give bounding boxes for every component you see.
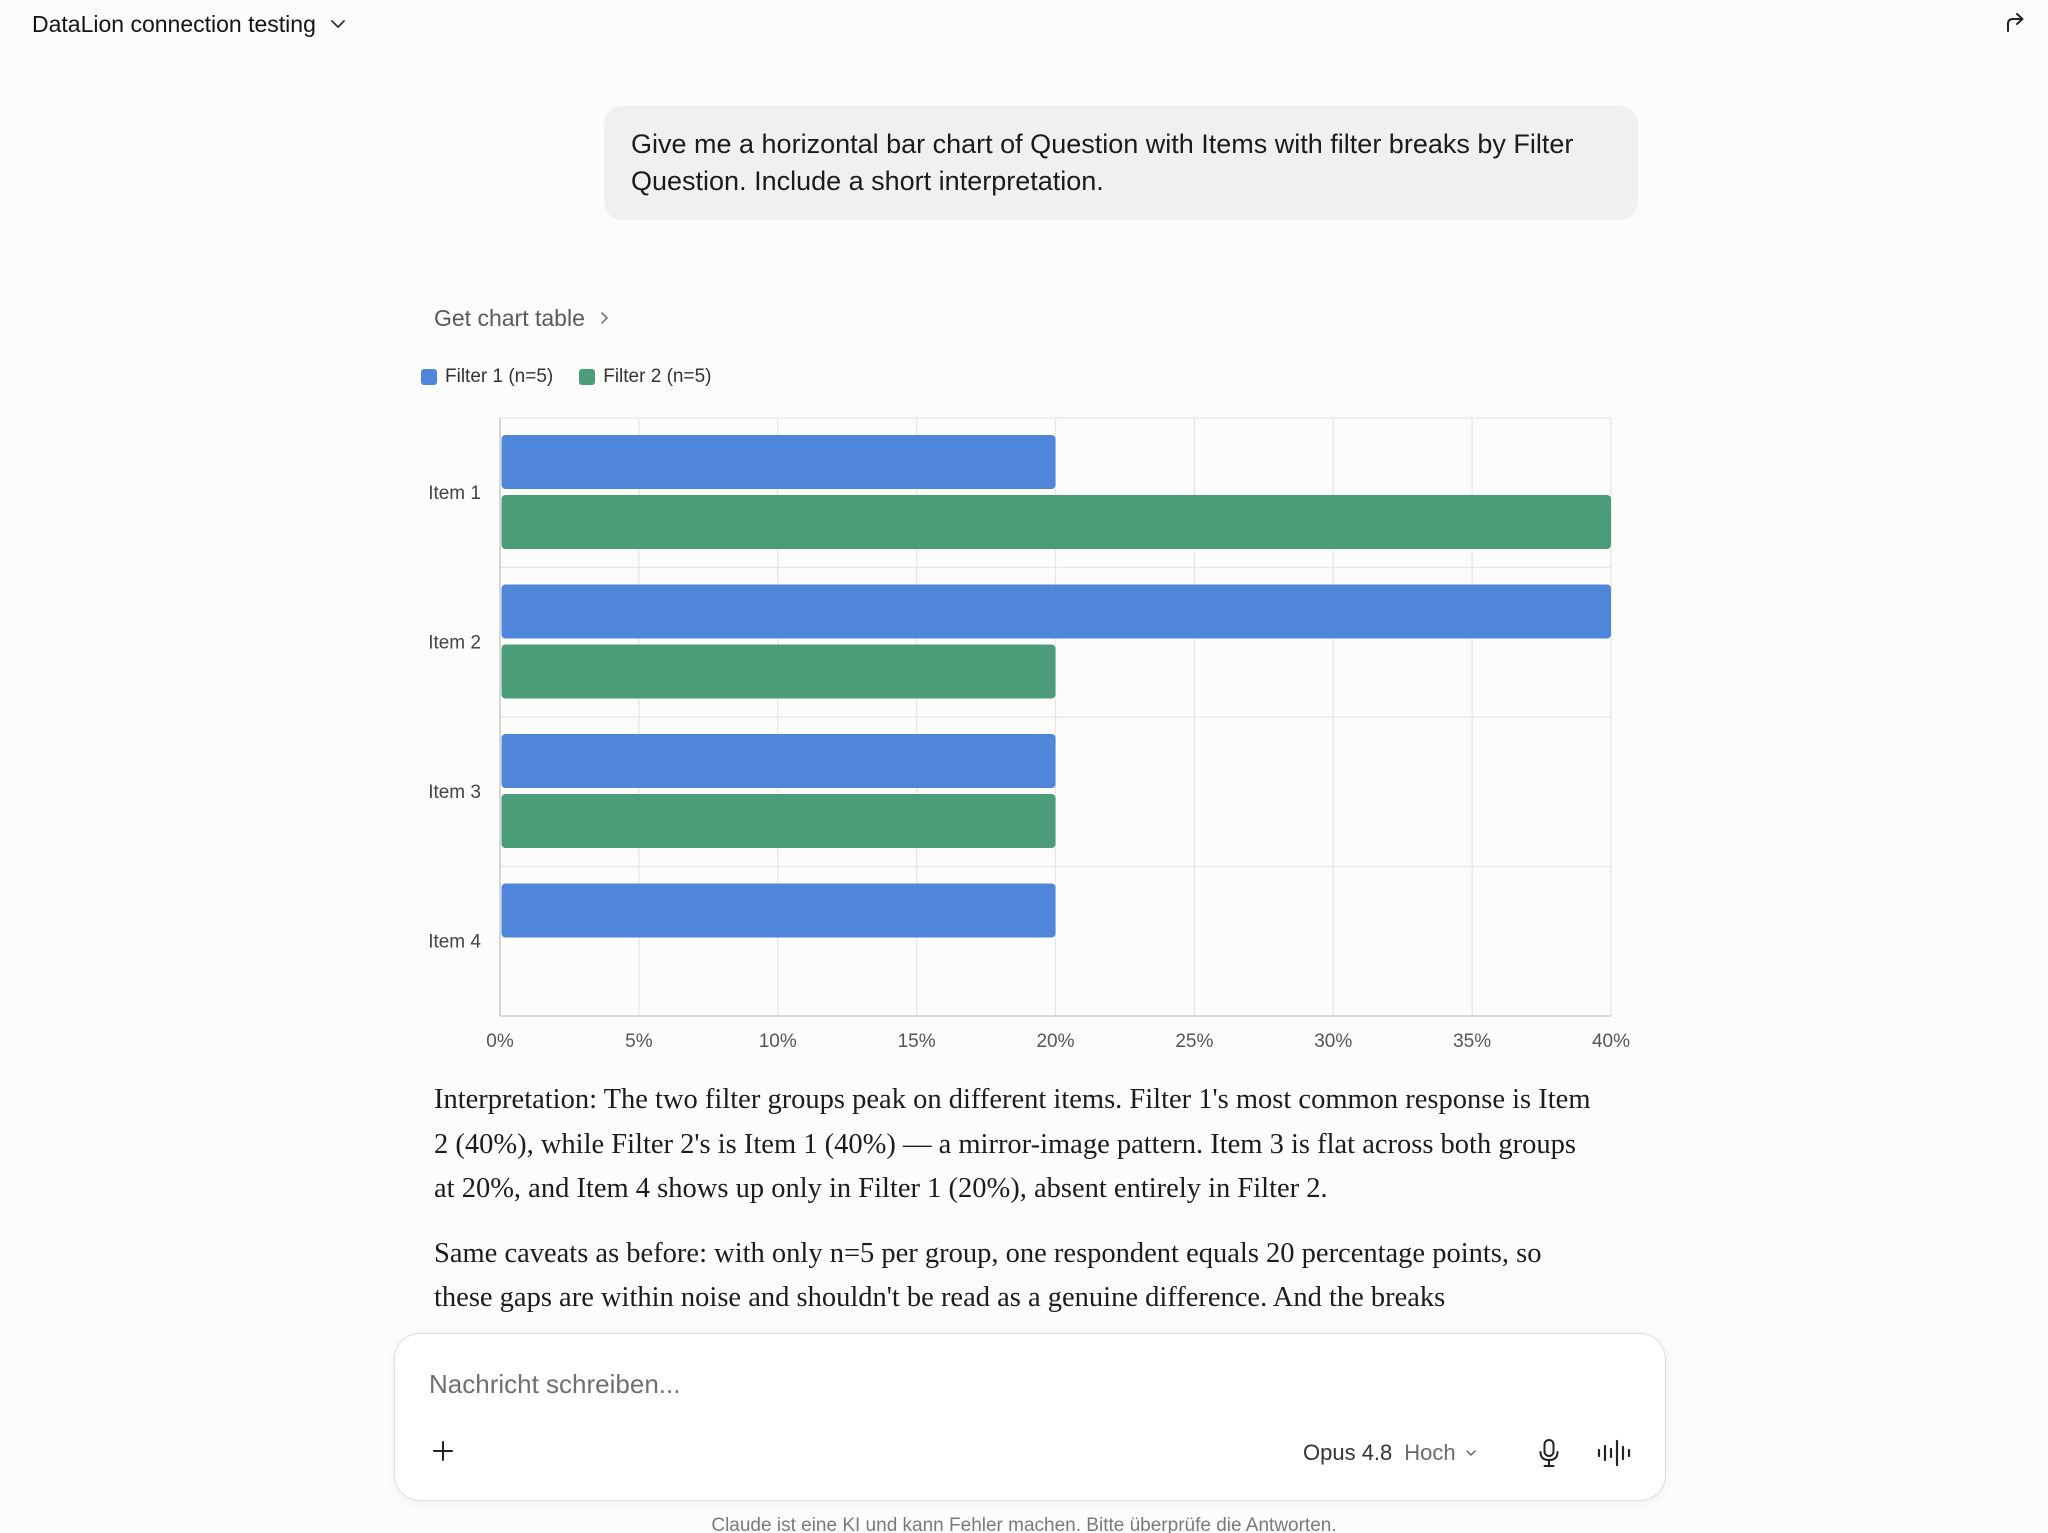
y-category-label: Item 1 [428, 483, 481, 504]
legend-label-filter-2: Filter 2 (n=5) [603, 366, 712, 387]
chart-bars [501, 435, 1611, 938]
legend-label-filter-1: Filter 1 (n=5) [445, 366, 554, 387]
voice-waveform-icon[interactable] [1596, 1437, 1634, 1469]
top-bar: DataLion connection testing [0, 0, 2048, 48]
y-category-label: Item 3 [428, 782, 481, 803]
bar-item-1-series-1 [501, 435, 1056, 489]
bar-item-3-series-2 [501, 794, 1056, 848]
bar-item-3-series-1 [501, 734, 1056, 788]
chart-legend: Filter 1 (n=5) Filter 2 (n=5) [421, 364, 711, 390]
x-tick-label: 0% [486, 1031, 514, 1052]
bar-item-4-series-1 [501, 883, 1056, 938]
bar-item-2-series-1 [501, 584, 1611, 639]
caveat-paragraph: Same caveats as before: with only n=5 pe… [434, 1237, 1542, 1314]
legend-swatch-filter-2 [579, 369, 596, 385]
legend-item-filter-1: Filter 1 (n=5) [421, 366, 553, 388]
chevron-down-icon [330, 20, 345, 28]
share-icon[interactable] [2002, 10, 2028, 36]
model-name: Opus 4.8 [1303, 1440, 1393, 1465]
x-tick-label: 30% [1314, 1031, 1352, 1052]
legend-swatch-filter-1 [421, 369, 437, 385]
x-tick-label: 10% [759, 1031, 797, 1052]
chevron-right-icon [601, 312, 608, 324]
conversation-title: DataLion connection testing [32, 10, 316, 37]
bar-item-1-series-2 [501, 495, 1611, 549]
horizontal-bar-chart: Item 1 Item 2 Item 3 Item 4 0% 5% 10% 15% 20% 25… [428, 417, 1630, 1052]
plus-icon[interactable] [429, 1437, 457, 1465]
x-tick-label: 20% [1036, 1031, 1074, 1052]
x-tick-label: 35% [1453, 1031, 1491, 1052]
user-message-bubble: Give me a horizontal bar chart of Questi… [604, 106, 1638, 220]
conversation-title-button[interactable]: DataLion connection testing [32, 9, 348, 39]
chart-tick-labels: 0% 5% 10% 15% 20% 25% 30% 35% 40% [486, 1031, 1630, 1052]
y-category-label: Item 2 [428, 633, 481, 654]
assistant-response: Interpretation: The two filter groups pe… [434, 1078, 1594, 1341]
x-tick-label: 15% [898, 1031, 936, 1052]
x-tick-label: 5% [625, 1031, 653, 1052]
model-effort: Hoch [1404, 1440, 1456, 1465]
microphone-icon[interactable] [1536, 1437, 1562, 1469]
x-tick-label: 25% [1175, 1031, 1213, 1052]
chart-toggle-label: Get chart table [434, 304, 585, 331]
interpretation-paragraph: Interpretation: The two filter groups pe… [434, 1084, 1591, 1204]
y-category-label: Item 4 [428, 932, 481, 953]
message-composer [394, 1333, 1666, 1501]
bar-item-2-series-2 [501, 644, 1056, 699]
chevron-down-icon [1465, 1450, 1476, 1456]
x-tick-label: 40% [1592, 1031, 1630, 1052]
get-chart-table-toggle[interactable]: Get chart table [434, 302, 611, 334]
chart-category-labels: Item 1 Item 2 Item 3 Item 4 [428, 483, 481, 953]
model-selector[interactable]: Opus 4.8 Hoch [1303, 1437, 1478, 1469]
disclaimer-text: Claude ist eine KI und kann Fehler mache… [711, 1515, 1337, 1533]
user-message-text: Give me a horizontal bar chart of Questi… [631, 129, 1574, 196]
legend-item-filter-2: Filter 2 (n=5) [579, 366, 711, 388]
message-input[interactable] [429, 1364, 1629, 1404]
